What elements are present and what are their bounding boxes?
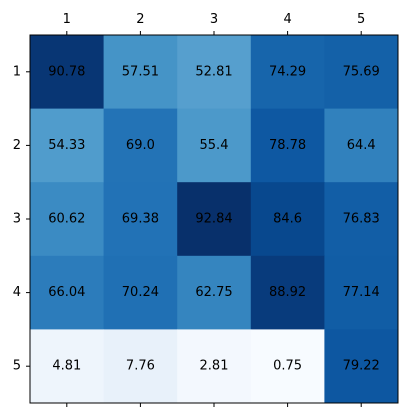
heatmap-cell — [103, 35, 178, 110]
cell-value-label: 52.81 — [195, 64, 232, 79]
heatmap-cell — [250, 108, 325, 183]
heatmap-cell — [324, 35, 399, 110]
heatmap-cells — [30, 35, 399, 404]
heatmap-cell — [177, 255, 252, 330]
cell-value-label: 88.92 — [269, 285, 306, 300]
y-tick-label: 4 — [13, 285, 21, 300]
heatmap-cell — [324, 255, 399, 330]
cell-value-label: 60.62 — [48, 212, 85, 227]
x-tick-label: 5 — [357, 12, 365, 27]
heatmap-cell — [103, 108, 178, 183]
cell-value-label: 76.83 — [343, 212, 380, 227]
cell-value-label: 7.76 — [126, 359, 155, 374]
cell-value-label: 0.75 — [273, 359, 302, 374]
x-tick-label: 3 — [210, 12, 218, 27]
cell-value-label: 78.78 — [269, 138, 306, 153]
x-axis-ticks: 1 2 3 4 5 — [63, 12, 365, 407]
heatmap-cell — [103, 182, 178, 257]
cell-value-label: 54.33 — [48, 138, 85, 153]
cell-value-label: 92.84 — [195, 212, 232, 227]
y-tick-label: 5 — [13, 359, 21, 374]
heatmap-cell — [324, 329, 399, 404]
x-tick-label: 4 — [283, 12, 291, 27]
heatmap-cell — [30, 182, 105, 257]
heatmap-cell — [250, 329, 325, 404]
cell-value-label: 90.78 — [48, 64, 85, 79]
x-tick-label: 2 — [136, 12, 144, 27]
cell-value-label: 66.04 — [48, 285, 85, 300]
heatmap-cell — [177, 108, 252, 183]
cell-value-label: 70.24 — [122, 285, 159, 300]
heatmap-cell — [103, 255, 178, 330]
heatmap-cell — [250, 35, 325, 110]
cell-value-label: 64.4 — [347, 138, 376, 153]
cell-value-label: 77.14 — [343, 285, 380, 300]
cell-value-label: 62.75 — [195, 285, 232, 300]
heatmap-cell — [30, 108, 105, 183]
heatmap-cell — [103, 329, 178, 404]
heatmap-cell — [324, 108, 399, 183]
heatmap-cell — [177, 329, 252, 404]
cell-value-label: 2.81 — [200, 359, 229, 374]
cell-value-label: 4.81 — [52, 359, 81, 374]
y-tick-label: 3 — [13, 212, 21, 227]
cell-value-label: 79.22 — [343, 359, 380, 374]
cell-value-label: 84.6 — [273, 212, 302, 227]
y-axis-ticks: 1 2 3 4 5 — [13, 64, 30, 374]
heatmap-cell — [30, 35, 105, 110]
heatmap-cell — [250, 255, 325, 330]
heatmap-cell-labels: 90.78 57.51 52.81 74.29 75.69 54.33 69.0 55.4 78… — [48, 64, 380, 373]
cell-value-label: 69.0 — [126, 138, 155, 153]
y-tick-label: 2 — [13, 138, 21, 153]
heatmap-cell — [177, 35, 252, 110]
heatmap-cell — [30, 255, 105, 330]
y-tick-label: 1 — [13, 64, 21, 79]
heatmap-cell — [177, 182, 252, 257]
cell-value-label: 75.69 — [343, 64, 380, 79]
heatmap-cell — [250, 182, 325, 257]
x-tick-label: 1 — [63, 12, 71, 27]
heatmap-cell — [324, 182, 399, 257]
plot-frame — [29, 34, 399, 404]
cell-value-label: 74.29 — [269, 64, 306, 79]
cell-value-label: 55.4 — [200, 138, 229, 153]
cell-value-label: 69.38 — [122, 212, 159, 227]
heatmap-cell — [30, 329, 105, 404]
cell-value-label: 57.51 — [122, 64, 159, 79]
